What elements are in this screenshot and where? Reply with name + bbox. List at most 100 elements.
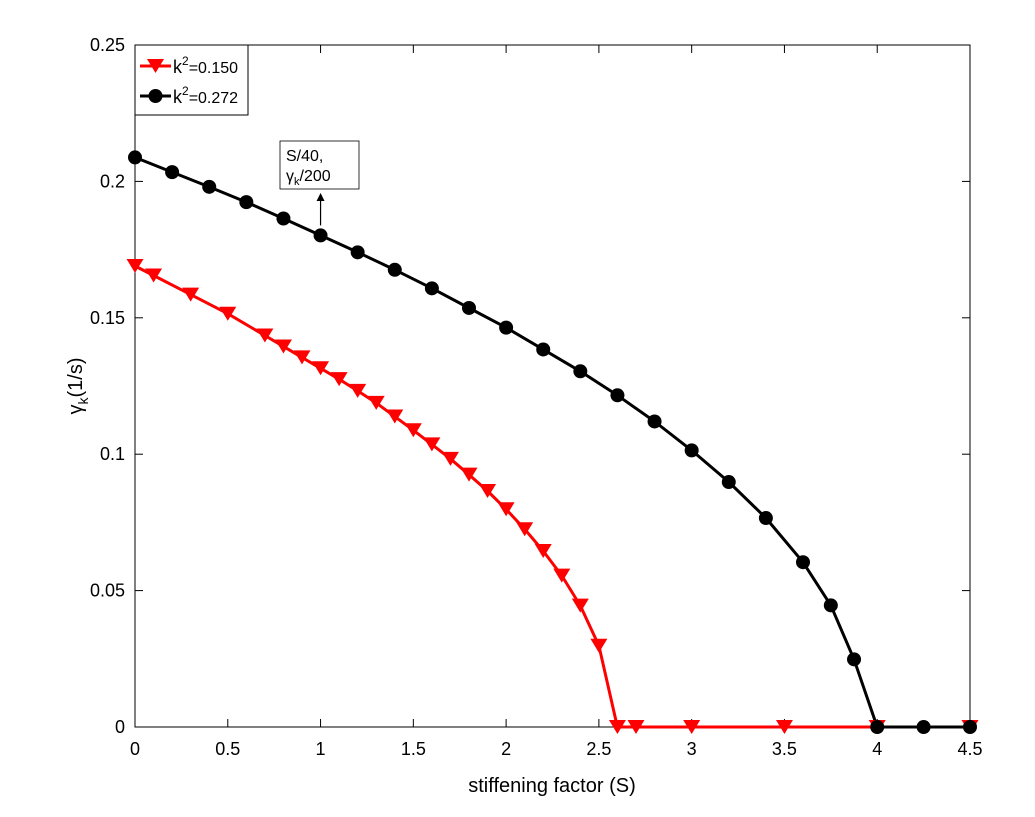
data-point-series-1 [313,228,328,243]
legend-label-1-sup: 2 [182,84,189,98]
data-point-series-0 [497,502,515,517]
data-point-series-1 [424,281,439,296]
data-point-series-0 [441,451,459,466]
data-point-series-0 [256,328,274,343]
y-axis-label: γk(1/s) [65,358,91,415]
data-point-series-1 [165,165,180,180]
data-point-series-1 [870,720,885,734]
legend-marker-0 [147,59,164,73]
data-point-series-1 [823,598,838,613]
data-point-series-1 [573,364,588,379]
y-axis-label-sub: k [75,397,91,405]
data-point-series-1 [647,414,662,429]
annotation-line2: γk/200 [286,168,331,188]
data-point-series-0 [627,720,645,734]
x-tick-label: 1 [316,739,326,759]
svg-text:γk(1/s): γk(1/s) [65,358,91,415]
data-point-series-1 [536,342,551,357]
data-point-series-0 [553,568,571,583]
data-point-series-1 [684,443,699,458]
data-point-series-0 [293,350,311,365]
legend-marker-1 [148,89,163,103]
data-point-series-0 [404,423,422,438]
y-tick-label: 0.15 [90,308,125,328]
legend-label-0-base: k [173,57,183,77]
annotation: S/40, γk/200 [279,140,360,226]
x-tick-label: 2 [501,739,511,759]
x-tick-label: 0.5 [215,739,240,759]
y-axis-ticks: 0 0.05 0.1 0.15 0.2 0.25 [90,35,970,737]
legend-label-0-sup: 2 [182,54,189,68]
annotation-arrow-head [316,193,325,201]
data-point-series-1 [462,300,476,315]
annotation-sub: k [294,176,300,188]
data-point-series-1 [721,475,736,490]
data-point-series-0 [126,258,144,273]
data-point-series-0 [386,409,404,424]
data-point-series-1 [610,388,625,403]
x-tick-label: 3.5 [772,739,797,759]
data-point-series-0 [534,544,552,559]
x-axis-ticks: 0 0.5 1 1.5 2 2.5 3 3.5 4 4.5 [130,45,983,759]
legend-item-1: k2=0.272 [140,84,238,107]
data-point-series-1 [758,511,773,526]
legend-label-1-rest: =0.272 [189,90,238,107]
data-point-series-1 [847,652,862,667]
annotation-gamma: γ [286,168,294,185]
data-point-series-0 [516,522,534,537]
data-point-series-0 [423,437,441,452]
x-tick-label: 1.5 [401,739,426,759]
data-point-series-1 [239,195,254,210]
y-axis-label-base: γ [65,405,87,415]
legend-box [134,44,249,116]
y-tick-label: 0.05 [90,581,125,601]
series-layer [126,150,979,734]
x-axis-label: stiffening factor (S) [468,775,635,797]
legend-label-0: k2=0.150 [173,54,238,77]
data-point-series-0 [145,268,163,283]
plot-area [134,44,971,728]
data-point-series-0 [460,467,478,482]
data-point-series-0 [349,383,367,398]
data-point-series-0 [571,598,589,613]
data-point-series-1 [963,720,977,734]
y-tick-label: 0 [115,717,125,737]
data-point-series-1 [350,245,365,260]
legend-label-0-rest: =0.150 [189,60,238,77]
data-point-series-1 [916,720,931,734]
data-point-series-0 [608,720,626,734]
data-point-series-1 [128,150,142,165]
y-tick-label: 0.25 [90,35,125,55]
data-point-series-1 [276,211,291,226]
legend: k2=0.150 k2=0.272 [134,44,249,116]
data-point-series-0 [590,638,608,653]
legend-label-1: k2=0.272 [173,84,238,107]
annotation-line1: S/40, [286,148,323,165]
legend-label-1-base: k [173,87,183,107]
data-point-series-1 [796,555,810,570]
data-point-series-0 [683,720,701,734]
x-tick-label: 4.5 [957,739,982,759]
data-point-series-1 [387,262,402,277]
y-tick-label: 0.1 [100,444,125,464]
x-tick-label: 3 [687,739,697,759]
x-tick-label: 4 [872,739,882,759]
x-tick-label: 0 [130,739,140,759]
data-point-series-0 [330,372,348,387]
y-tick-label: 0.2 [100,171,125,191]
data-point-series-1 [499,320,514,335]
legend-item-0: k2=0.150 [140,54,238,77]
y-axis-label-rest: (1/s) [65,358,87,398]
data-point-series-0 [219,306,237,321]
data-point-series-0 [312,361,330,376]
data-point-series-0 [274,339,292,354]
data-point-series-0 [775,720,793,734]
data-point-series-0 [479,484,497,499]
x-tick-label: 2.5 [586,739,611,759]
annotation-rest: /200 [300,168,331,185]
annotation-box [279,140,360,190]
data-point-series-0 [367,395,385,410]
data-point-series-1 [202,179,217,194]
data-point-series-0 [182,287,200,302]
